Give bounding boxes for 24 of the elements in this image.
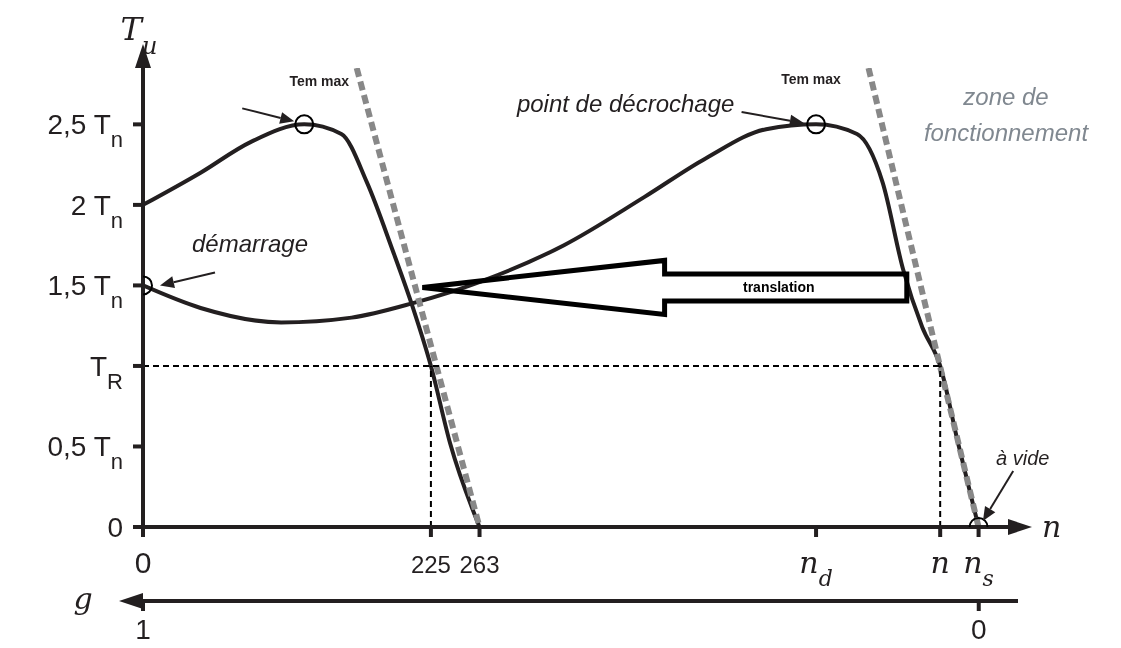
x2-tick-label: 0	[970, 614, 987, 645]
x2-tick-label: 1	[135, 614, 151, 645]
x-tick-label: n	[930, 545, 950, 580]
x-tick-label: 225	[410, 551, 451, 578]
annotation: zone de fonctionnement	[923, 82, 1090, 146]
y-tick-label: T$_{R}$	[90, 350, 123, 394]
y-tick-label: 0,5 T$_{n}$	[47, 431, 123, 474]
x-tick-label: n$_{d}$	[799, 545, 833, 591]
x-tick-label: 263	[459, 551, 500, 578]
annotation: démarrage	[191, 230, 309, 258]
y-tick-label: 0	[107, 512, 123, 543]
annotation: point de décrochage	[515, 90, 735, 118]
annotation: Tem max	[289, 73, 350, 90]
y-axis-title: T$_{u}$	[120, 10, 158, 60]
x-axis-title: n	[1042, 509, 1062, 544]
annotation: Tem max	[781, 71, 842, 88]
x-tick-label: 0	[134, 546, 152, 579]
x-tick-label: n$_{s}$	[963, 545, 994, 591]
y-tick-label: 1,5 T$_{n}$	[47, 270, 123, 313]
x2-axis-title: g	[73, 581, 93, 616]
y-tick-label: 2 T$_{n}$	[70, 189, 123, 233]
annotation: à vide	[996, 447, 1050, 470]
y-tick-label: 2,5 T$_{n}$	[47, 109, 123, 152]
annotation: translation	[742, 279, 815, 296]
